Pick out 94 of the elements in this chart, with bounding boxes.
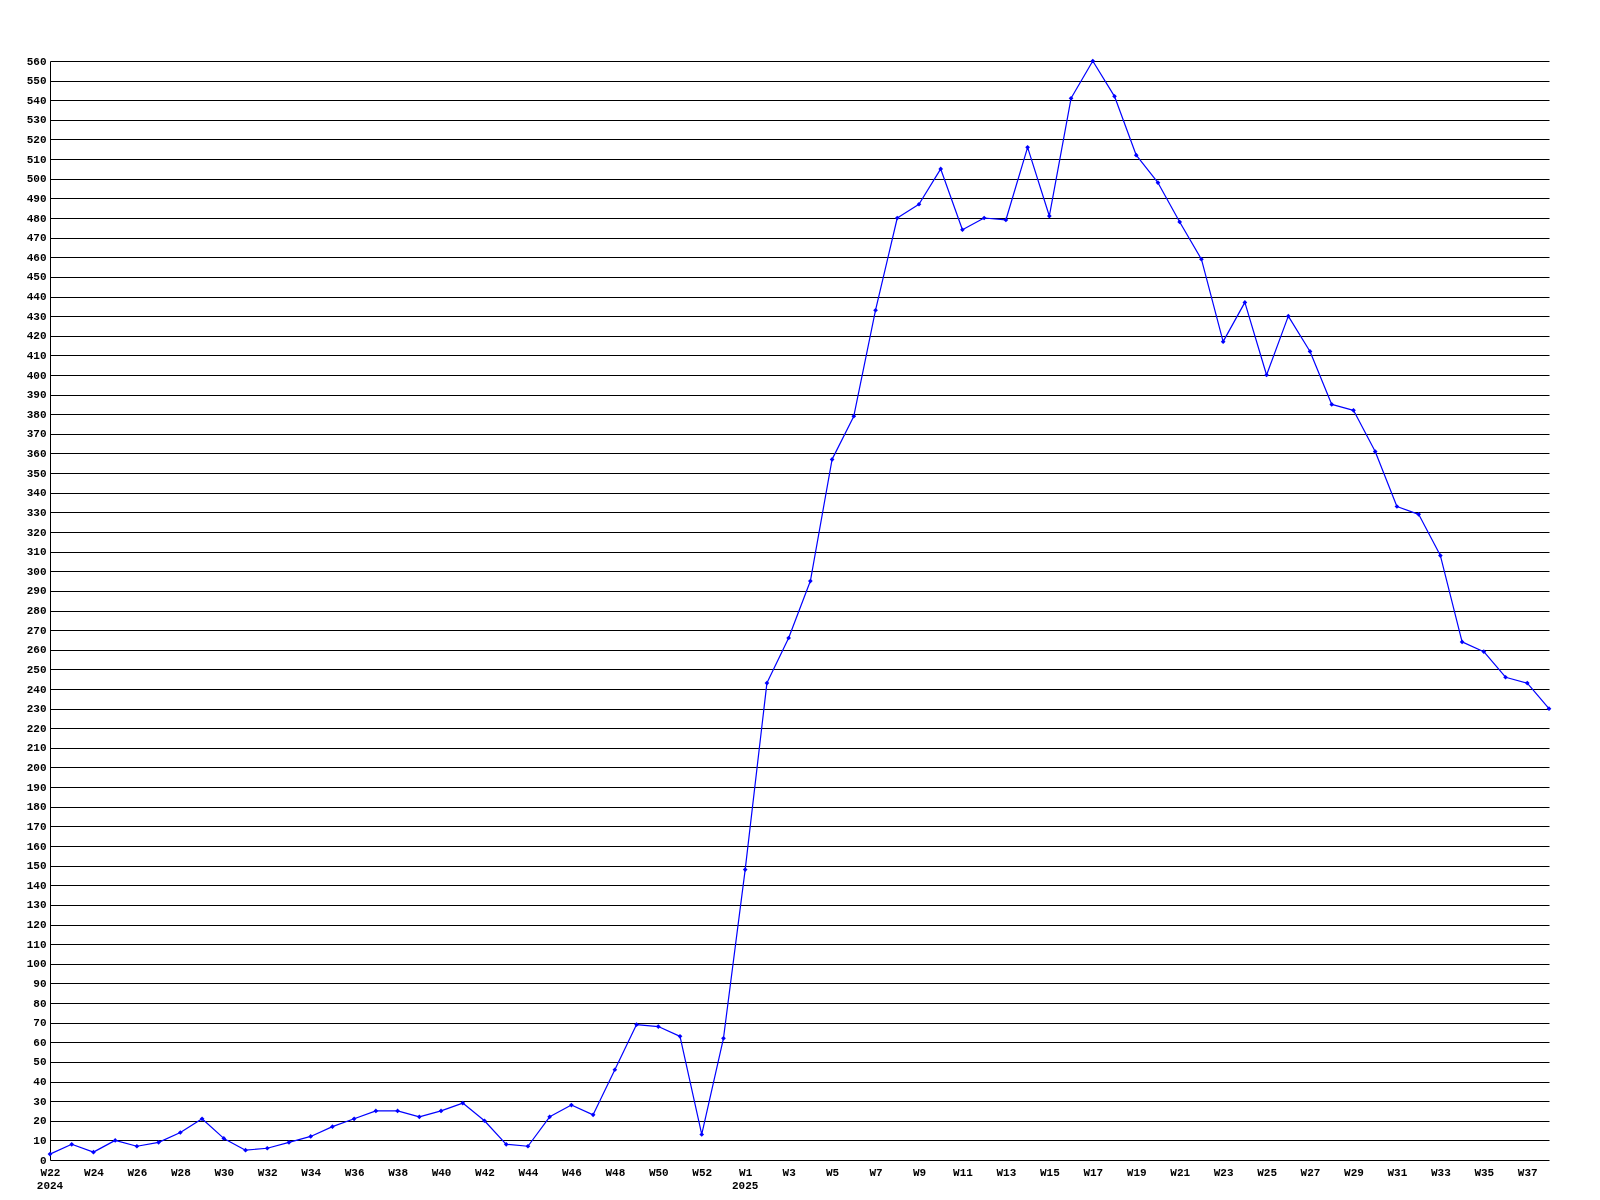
y-tick-label: 210	[26, 742, 47, 755]
y-tick-label: 60	[33, 1036, 47, 1049]
x-tick-label: W28	[170, 1166, 192, 1179]
y-tick-label: 420	[26, 330, 47, 343]
x-tick-label: W30	[214, 1166, 235, 1179]
x-tick-label: W19	[1126, 1166, 1147, 1179]
x-tick-label: W1	[739, 1166, 753, 1179]
y-tick-label: 240	[26, 683, 47, 696]
x-tick-label: W27	[1300, 1166, 1321, 1179]
y-tick-label: 550	[26, 75, 47, 88]
y-tick-label: 110	[26, 938, 47, 951]
x-tick-label: W42	[475, 1166, 495, 1179]
y-tick-label: 310	[26, 546, 47, 559]
x-tick-label: W9	[912, 1166, 927, 1179]
y-tick-label: 0	[39, 1154, 47, 1167]
y-tick-label: 180	[26, 801, 47, 814]
y-tick-label: 30	[33, 1095, 47, 1108]
y-tick-label: 120	[26, 919, 47, 931]
y-tick-label: 80	[33, 997, 47, 1010]
x-tick-label: W52	[692, 1166, 713, 1179]
x-tick-label: W50	[648, 1166, 669, 1179]
y-tick-label: 440	[26, 291, 47, 303]
x-tick-label: W36	[344, 1166, 365, 1179]
x-tick-label: W29	[1344, 1166, 1364, 1179]
y-tick-label: 400	[26, 369, 47, 382]
y-tick-label: 270	[26, 624, 47, 637]
x-tick-label: W25	[1257, 1166, 1278, 1179]
x-tick-label: W26	[127, 1166, 148, 1179]
x-tick-label: W31	[1387, 1166, 1408, 1179]
x-tick-label: W33	[1430, 1166, 1452, 1179]
y-tick-label: 410	[26, 349, 47, 362]
y-tick-label: 150	[26, 860, 47, 873]
y-tick-label: 140	[26, 879, 47, 892]
x-tick-label: W34	[301, 1166, 322, 1179]
text: 2025	[731, 1180, 759, 1192]
y-tick-label: 100	[26, 958, 47, 971]
y-tick-label: 510	[26, 153, 47, 166]
y-tick-label: 390	[26, 389, 47, 402]
y-tick-label: 200	[26, 762, 47, 774]
y-tick-label: 490	[26, 192, 47, 205]
x-tick-label: W21	[1170, 1166, 1191, 1179]
y-tick-label: 450	[26, 271, 47, 284]
y-tick-label: 190	[26, 781, 47, 794]
y-tick-label: 380	[26, 408, 47, 421]
y-tick-label: 300	[26, 565, 47, 578]
x-tick-label: W3	[782, 1166, 797, 1179]
x-tick-label: W22	[40, 1166, 61, 1179]
y-tick-label: 20	[33, 1115, 47, 1128]
y-tick-label: 470	[26, 232, 47, 245]
y-tick-label: 340	[26, 487, 47, 500]
y-tick-label: 40	[33, 1076, 47, 1088]
x-tick-label: W17	[1083, 1166, 1104, 1179]
y-tick-label: 130	[26, 899, 47, 912]
x-tick-label: W5	[825, 1166, 840, 1179]
x-tick-label: W35	[1474, 1166, 1495, 1179]
x-tick-label: W38	[388, 1166, 409, 1179]
y-tick-label: 70	[33, 1017, 47, 1030]
y-tick-label: 90	[33, 977, 47, 990]
x-tick-label: W37	[1517, 1166, 1538, 1179]
y-tick-label: 330	[26, 506, 47, 519]
y-tick-label: 370	[26, 428, 47, 441]
y-tick-label: 280	[26, 605, 47, 617]
y-tick-label: 430	[26, 310, 47, 323]
x-tick-label: W7	[869, 1166, 883, 1179]
y-tick-label: 540	[26, 94, 47, 107]
x-tick-label: W40	[431, 1166, 452, 1179]
x-tick-label: W23	[1213, 1166, 1234, 1179]
y-tick-label: 10	[33, 1134, 47, 1147]
y-tick-label: 170	[26, 820, 47, 833]
x-tick-label: W48	[605, 1166, 626, 1179]
x-tick-label: W15	[1039, 1166, 1061, 1179]
y-tick-label: 250	[26, 663, 47, 676]
y-tick-label: 230	[26, 703, 47, 716]
y-tick-label: 460	[26, 251, 47, 264]
y-tick-label: 500	[26, 173, 47, 186]
x-tick-label: W32	[257, 1166, 278, 1179]
y-tick-label: 530	[26, 114, 47, 127]
y-tick-label: 320	[26, 526, 47, 539]
x-tick-label: W46	[561, 1166, 582, 1179]
y-tick-label: 360	[26, 448, 47, 460]
y-tick-label: 520	[26, 134, 47, 146]
text: 2024	[36, 1180, 64, 1192]
y-tick-label: 560	[26, 55, 47, 68]
x-tick-label: W13	[996, 1166, 1017, 1179]
y-tick-label: 260	[26, 644, 47, 657]
x-tick-label: W24	[84, 1166, 105, 1179]
y-tick-label: 290	[26, 585, 47, 598]
y-tick-label: 220	[26, 722, 47, 735]
y-tick-label: 350	[26, 467, 47, 480]
x-tick-label: W11	[953, 1166, 974, 1179]
y-tick-label: 50	[33, 1056, 47, 1069]
x-tick-label: W44	[518, 1166, 539, 1179]
y-tick-label: 160	[26, 840, 47, 853]
y-tick-label: 480	[26, 212, 47, 225]
